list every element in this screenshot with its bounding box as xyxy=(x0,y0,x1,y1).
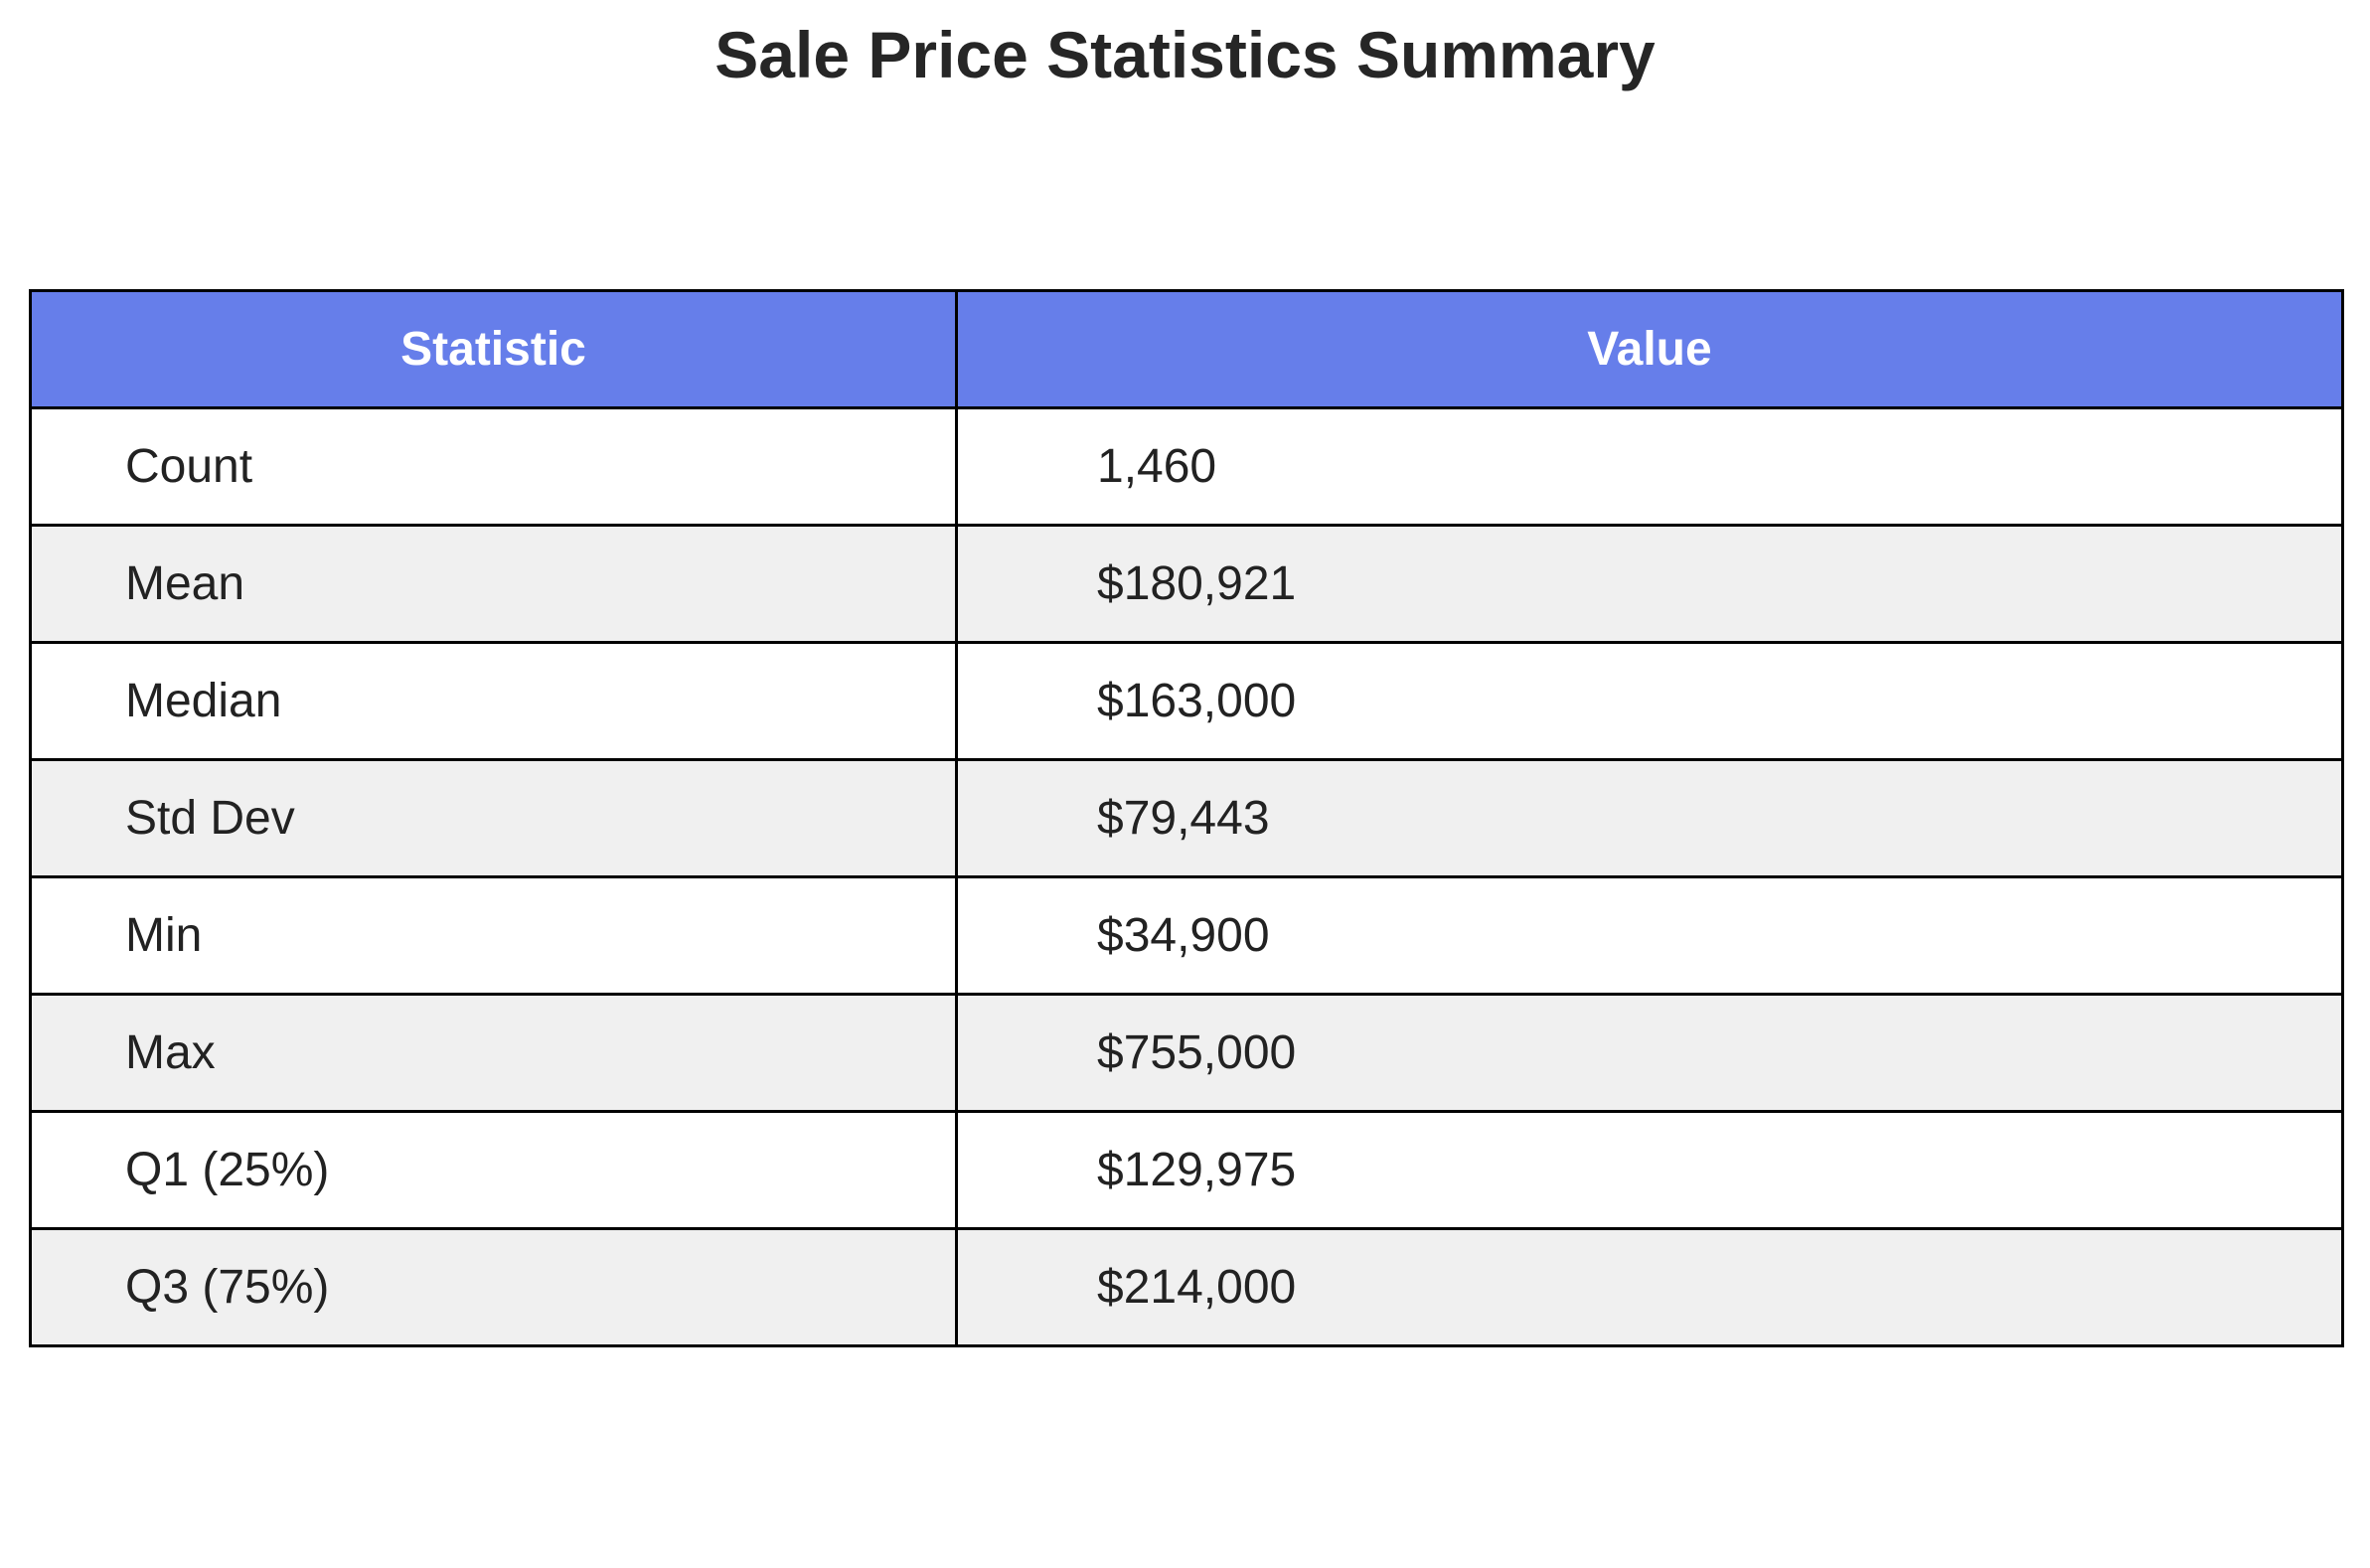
value-cell: $79,443 xyxy=(955,758,2344,878)
table-row: Std Dev $79,443 xyxy=(29,758,2344,878)
statistic-cell: Min xyxy=(29,875,958,996)
value-cell: $180,921 xyxy=(955,524,2344,644)
table-row: Mean $180,921 xyxy=(29,524,2344,644)
statistic-cell: Mean xyxy=(29,524,958,644)
table-row: Q3 (75%) $214,000 xyxy=(29,1227,2344,1347)
statistic-cell: Max xyxy=(29,993,958,1113)
value-cell: $129,975 xyxy=(955,1110,2344,1230)
statistic-cell: Q1 (25%) xyxy=(29,1110,958,1230)
table-row: Count 1,460 xyxy=(29,406,2344,527)
column-header-statistic: Statistic xyxy=(29,289,958,409)
chart-title: Sale Price Statistics Summary xyxy=(714,18,1656,91)
value-cell: $755,000 xyxy=(955,993,2344,1113)
table-row: Q1 (25%) $129,975 xyxy=(29,1110,2344,1230)
table-header-row: Statistic Value xyxy=(29,289,2344,409)
value-cell: $214,000 xyxy=(955,1227,2344,1347)
value-cell: 1,460 xyxy=(955,406,2344,527)
table-row: Min $34,900 xyxy=(29,875,2344,996)
statistic-cell: Std Dev xyxy=(29,758,958,878)
statistic-cell: Median xyxy=(29,641,958,761)
column-header-value: Value xyxy=(955,289,2344,409)
statistic-cell: Count xyxy=(29,406,958,527)
table-row: Median $163,000 xyxy=(29,641,2344,761)
table-row: Max $755,000 xyxy=(29,993,2344,1113)
value-cell: $163,000 xyxy=(955,641,2344,761)
statistics-table: Statistic Value Count 1,460 Mean $180,92… xyxy=(29,289,2344,1347)
statistic-cell: Q3 (75%) xyxy=(29,1227,958,1347)
value-cell: $34,900 xyxy=(955,875,2344,996)
